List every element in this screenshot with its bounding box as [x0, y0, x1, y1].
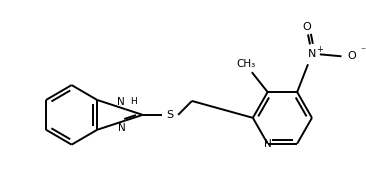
Text: ⁻: ⁻	[361, 46, 366, 56]
Text: +: +	[316, 45, 323, 54]
Text: N: N	[117, 97, 125, 107]
Text: O: O	[303, 22, 311, 31]
Text: H: H	[130, 97, 137, 106]
Text: CH₃: CH₃	[236, 59, 255, 69]
Text: N: N	[308, 49, 316, 59]
Text: N: N	[118, 123, 126, 133]
Text: O: O	[347, 51, 356, 61]
Text: N: N	[264, 139, 272, 149]
Text: S: S	[167, 110, 174, 120]
